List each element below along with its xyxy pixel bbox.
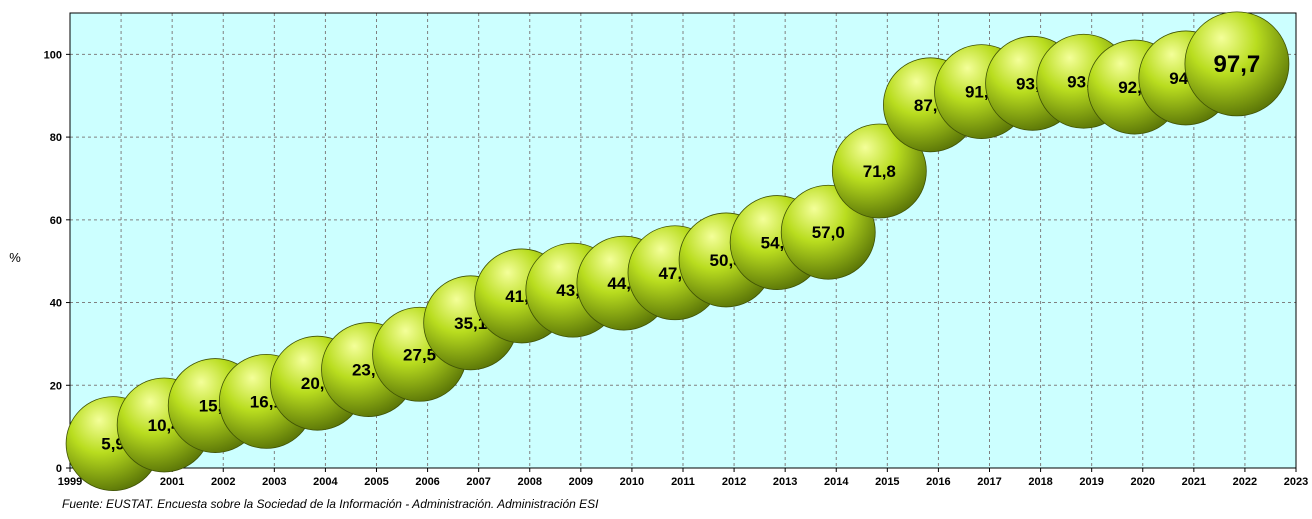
y-tick-label: 40 <box>50 298 62 310</box>
y-tick-label: 0 <box>56 463 62 475</box>
data-point: 97,7 <box>1184 11 1290 117</box>
x-tick-label: 2003 <box>262 476 286 488</box>
x-tick-label: 2009 <box>569 476 593 488</box>
x-tick-label: 2016 <box>926 476 950 488</box>
x-tick-label: 2014 <box>824 476 849 488</box>
x-tick-label: 1999 <box>58 476 82 488</box>
data-label: 97,7 <box>1214 51 1261 78</box>
x-tick-label: 2018 <box>1028 476 1052 488</box>
x-tick-label: 2011 <box>671 476 695 488</box>
x-tick-label: 2006 <box>415 476 439 488</box>
x-tick-label: 2002 <box>211 476 235 488</box>
x-tick-label: 2020 <box>1131 476 1155 488</box>
x-tick-label: 2019 <box>1079 476 1103 488</box>
x-tick-label: 2010 <box>620 476 644 488</box>
x-tick-label: 2008 <box>518 476 542 488</box>
x-tick-label: 2001 <box>160 476 184 488</box>
x-tick-label: 2015 <box>875 476 899 488</box>
y-tick-label: 100 <box>44 49 62 61</box>
x-tick-label: 2012 <box>722 476 746 488</box>
data-label: 35,1 <box>454 314 487 333</box>
data-points: 5,910,415,1 16,120,523,827,535,141,6 43,0 4… <box>65 11 1290 491</box>
x-tick-label: 2022 <box>1233 476 1257 488</box>
y-tick-label: 60 <box>50 215 62 227</box>
data-label: 27,5 <box>403 345 436 364</box>
x-tick-label: 2005 <box>364 476 388 488</box>
x-tick-label: 2017 <box>977 476 1001 488</box>
data-marker <box>1184 11 1290 117</box>
x-tick-label: 2013 <box>773 476 797 488</box>
data-marker <box>831 123 927 219</box>
y-axis-label: % <box>9 250 21 265</box>
y-tick-label: 80 <box>50 132 62 144</box>
data-label: 5,9 <box>101 435 125 454</box>
axes: 1999200020012002200320042005200620072008… <box>44 49 1309 488</box>
data-label: 71,8 <box>863 162 896 181</box>
x-tick-label: 2021 <box>1182 476 1206 488</box>
source-note: Fuente: EUSTAT. Encuesta sobre la Socied… <box>62 497 599 511</box>
x-tick-label: 2023 <box>1284 476 1308 488</box>
x-tick-label: 2007 <box>466 476 490 488</box>
data-point: 71,8 <box>831 123 927 219</box>
y-tick-label: 20 <box>50 380 62 392</box>
data-label: 57,0 <box>812 223 845 242</box>
x-tick-label: 2004 <box>313 476 338 488</box>
